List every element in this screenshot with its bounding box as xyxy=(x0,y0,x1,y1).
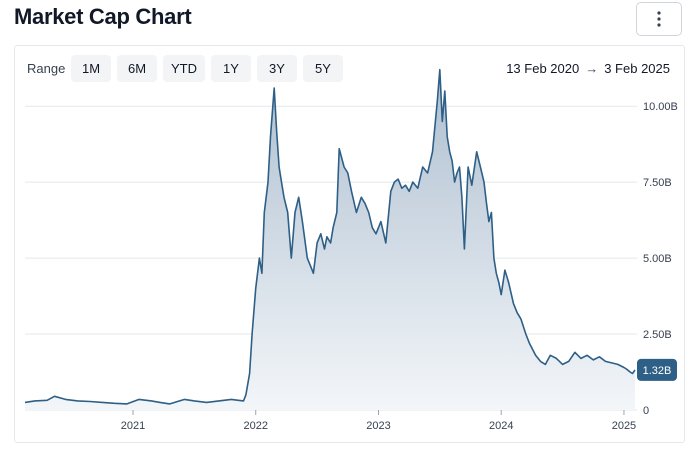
range-button-1y[interactable]: 1Y xyxy=(211,55,251,82)
page-title: Market Cap Chart xyxy=(14,4,192,29)
y-tick-label: 2.50B xyxy=(643,329,672,341)
y-tick-label: 7.50B xyxy=(643,177,672,189)
range-button-6m[interactable]: 6M xyxy=(117,55,157,82)
range-button-group: 1M 6M YTD 1Y 3Y 5Y xyxy=(71,55,343,82)
more-vertical-icon xyxy=(657,11,661,27)
date-end[interactable]: 3 Feb 2025 xyxy=(604,61,670,76)
y-axis-ticks: 0 2.50B 5.00B 7.50B 10.00B xyxy=(643,101,678,417)
x-axis-ticks: 2021 2022 2023 2024 2025 xyxy=(121,410,636,432)
last-value-badge: 1.32B xyxy=(637,358,677,381)
date-arrow: → xyxy=(585,61,599,76)
range-label: Range xyxy=(27,61,66,76)
more-options-button[interactable] xyxy=(636,2,682,36)
market-cap-chart: 2021 2022 2023 2024 2025 0 2.50B 5.00B 7.50B 10.… xyxy=(24,68,678,432)
range-button-3y[interactable]: 3Y xyxy=(257,55,297,82)
x-tick-label: 2025 xyxy=(612,420,636,432)
range-button-5y[interactable]: 5Y xyxy=(303,55,343,82)
range-button-1m[interactable]: 1M xyxy=(71,55,111,82)
last-value-label: 1.32B xyxy=(643,365,672,377)
x-tick-label: 2024 xyxy=(489,420,513,432)
date-start[interactable]: 13 Feb 2020 xyxy=(506,61,580,76)
area-fill xyxy=(25,69,635,410)
y-tick-label: 5.00B xyxy=(643,253,672,265)
y-tick-label: 0 xyxy=(643,405,649,417)
x-tick-label: 2021 xyxy=(121,420,145,432)
series-line xyxy=(24,68,636,405)
x-tick-label: 2022 xyxy=(244,420,268,432)
last-value-badge-bg xyxy=(637,358,677,381)
chart-card: Range 1M 6M YTD 1Y 3Y 5Y 13 Feb 2020 → 3… xyxy=(14,45,685,443)
y-tick-label: 10.00B xyxy=(643,101,678,113)
range-button-ytd[interactable]: YTD xyxy=(163,55,205,82)
date-range[interactable]: 13 Feb 2020 → 3 Feb 2025 xyxy=(506,61,670,76)
x-tick-label: 2023 xyxy=(366,420,390,432)
